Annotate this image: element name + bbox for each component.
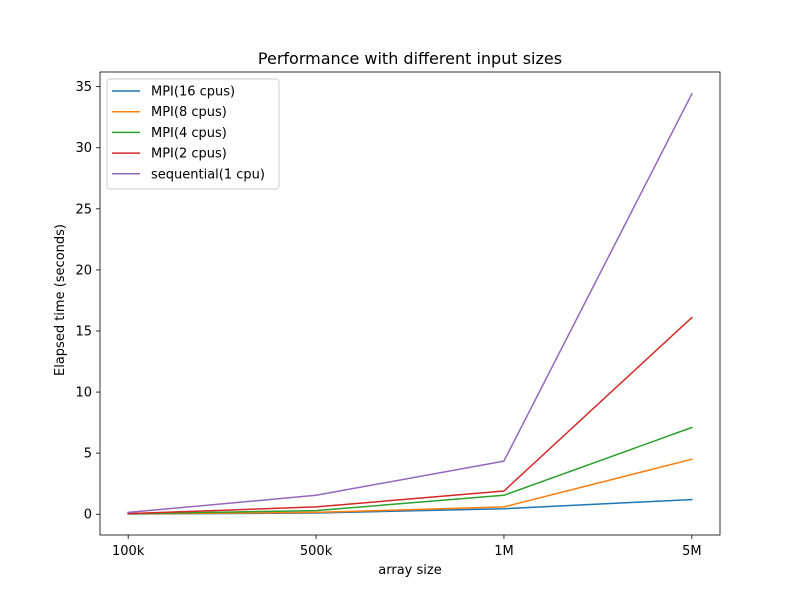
legend: MPI(16 cpus) MPI(8 cpus) MPI(4 cpus) MPI(2 … (106, 78, 280, 190)
y-tick-label: 35 (75, 80, 92, 95)
y-tick-label: 5 (84, 447, 92, 462)
plot-frame (99, 71, 721, 536)
legend-label-0: MPI(16 cpus) (151, 85, 235, 100)
legend-label-4: sequential(1 cpu) (151, 167, 265, 182)
series-line-4 (127, 92, 693, 514)
x-tick-label: 1M (494, 544, 514, 559)
series-line-2 (127, 426, 693, 515)
y-tick-label: 15 (75, 324, 92, 339)
legend-box (106, 78, 280, 190)
y-tick-label: 25 (75, 202, 92, 217)
legend-label-3: MPI(2 cpus) (151, 147, 227, 162)
y-tick-label: 20 (75, 263, 92, 278)
x-axis-label: array size (378, 563, 441, 578)
y-tick-label: 0 (84, 508, 92, 523)
x-tick-label: 5M (682, 544, 702, 559)
y-axis-label: Elapsed time (seconds) (53, 224, 68, 376)
y-tick-label: 10 (75, 386, 92, 401)
legend-label-2: MPI(4 cpus) (151, 126, 227, 141)
series-line-3 (127, 316, 693, 515)
axes-layer: 100k 500k 1M 5M 0 5 10 15 20 25 30 35 (75, 71, 721, 559)
x-tick-label: 100k (112, 544, 145, 559)
legend-label-1: MPI(8 cpus) (151, 105, 227, 120)
y-tick-label: 30 (75, 141, 92, 156)
chart-title: Performance with different input sizes (258, 49, 562, 68)
series-line-1 (127, 458, 693, 515)
x-tick-label: 500k (300, 544, 333, 559)
series-layer (127, 92, 693, 515)
